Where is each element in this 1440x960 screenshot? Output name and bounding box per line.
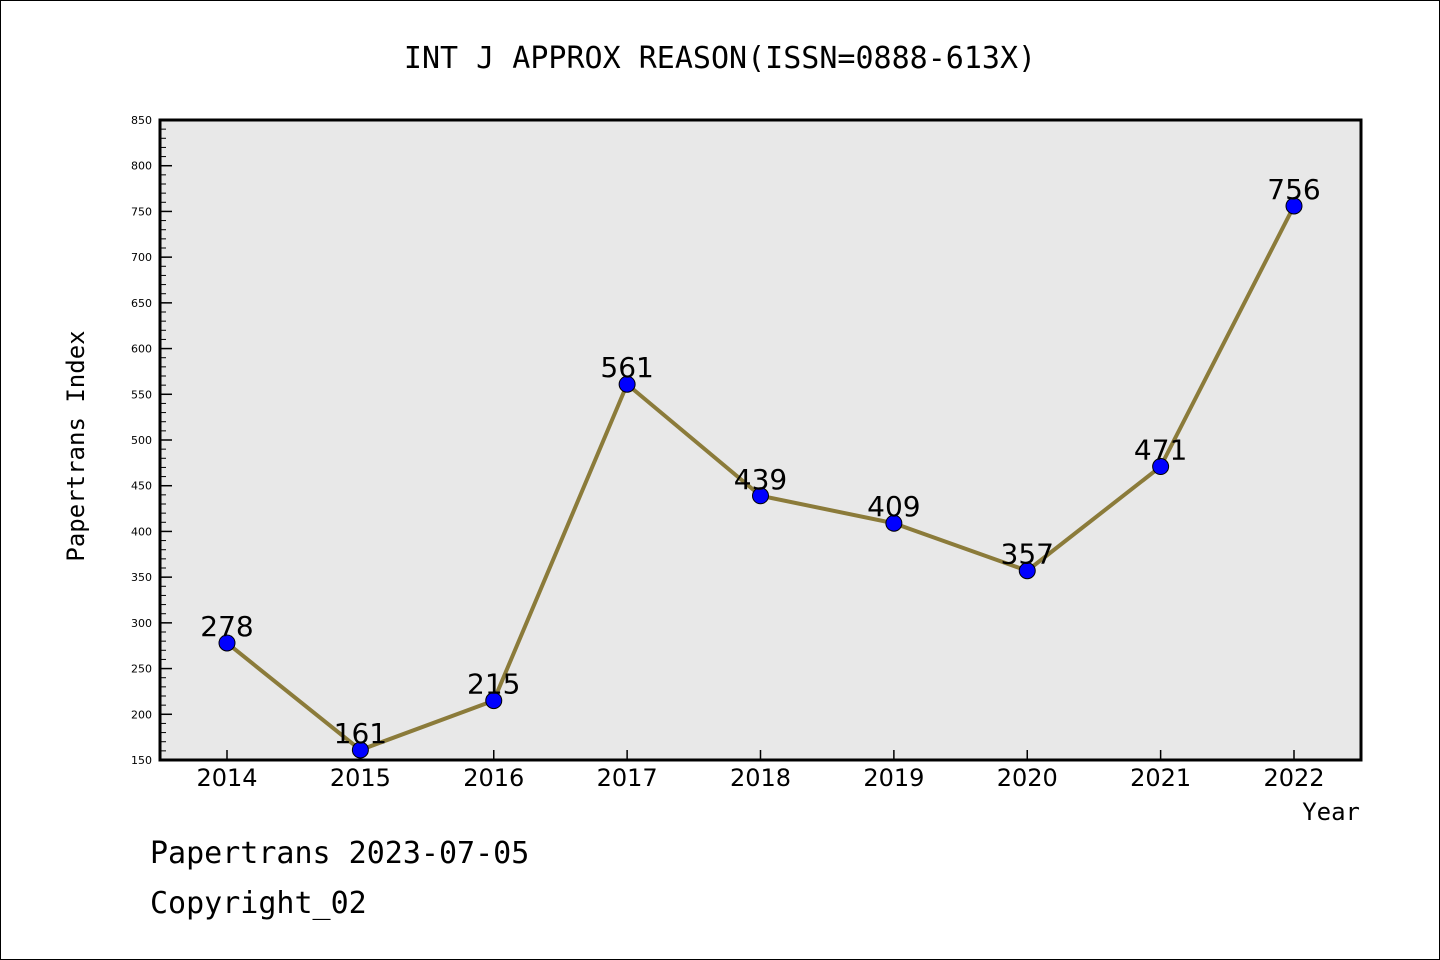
x-axis-label: Year: [1302, 798, 1360, 826]
data-point: [218, 634, 236, 652]
y-tick-label: 500: [131, 434, 152, 447]
x-tick-label: 2014: [196, 764, 257, 792]
x-axis: 2014 2015 2016 2017 2018 2019 2020 2021 2022: [196, 750, 1325, 792]
y-axis-label: Papertrans Index: [62, 330, 90, 561]
data-label: 439: [734, 463, 787, 496]
x-tick-label: 2017: [597, 764, 658, 792]
y-tick-label: 350: [131, 571, 152, 584]
data-label: 409: [867, 490, 920, 523]
data-point: [1018, 562, 1036, 580]
data-label: 471: [1134, 434, 1187, 467]
y-tick-label: 250: [131, 663, 152, 676]
data-label: 161: [334, 717, 387, 750]
y-tick-label: 300: [131, 617, 152, 630]
data-point: [618, 375, 636, 393]
x-tick-label: 2020: [997, 764, 1058, 792]
data-point: [351, 741, 369, 759]
x-tick-label: 2022: [1263, 764, 1324, 792]
y-tick-label: 150: [131, 754, 152, 767]
x-tick-label: 2015: [330, 764, 391, 792]
data-point: [752, 487, 769, 505]
data-labels: 278 161 215 561 439 409 357 471 756: [200, 173, 1320, 750]
x-tick-label: 2018: [730, 764, 791, 792]
y-tick-label: 600: [131, 343, 152, 356]
data-label: 561: [600, 351, 653, 384]
data-point: [885, 514, 903, 532]
y-tick-label: 700: [131, 251, 152, 264]
y-tick-label: 800: [131, 160, 152, 173]
data-point: [1285, 197, 1303, 215]
chart-title: INT J APPROX REASON(ISSN=0888-613X): [404, 41, 1036, 76]
y-tick-label: 850: [131, 114, 152, 127]
data-point: [485, 692, 503, 710]
plot-area: [158, 118, 1363, 762]
data-label: 756: [1267, 173, 1320, 206]
x-tick-label: 2019: [863, 764, 924, 792]
y-tick-label: 200: [131, 708, 152, 721]
y-tick-label: 650: [131, 297, 152, 310]
y-tick-label: 450: [131, 480, 152, 493]
x-tick-label: 2016: [463, 764, 524, 792]
y-tick-label: 750: [131, 205, 152, 218]
x-tick-label: 2021: [1130, 764, 1191, 792]
footer-copyright: Copyright_02: [150, 886, 367, 921]
y-tick-label: 550: [131, 388, 152, 401]
data-point: [1152, 458, 1170, 476]
data-label: 278: [200, 610, 253, 643]
footer-stamp: Papertrans 2023-07-05: [150, 836, 530, 871]
data-label: 215: [467, 668, 520, 701]
data-label: 357: [1001, 538, 1054, 571]
y-axis: 150 200 250 300 350 400 450 500 550 600 650 700 750 8…: [131, 114, 172, 767]
y-tick-label: 400: [131, 525, 152, 538]
data-markers: [218, 197, 1303, 759]
